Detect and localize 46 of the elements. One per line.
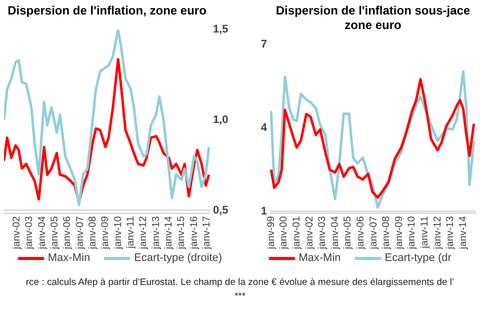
x-tick-label: janv-09 bbox=[394, 216, 405, 250]
x-tick-label: janv-06 bbox=[355, 216, 366, 250]
x-tick-label: janv-13 bbox=[150, 216, 162, 250]
y-tick-label: 4 bbox=[260, 122, 268, 134]
x-tick-label: janv-10 bbox=[112, 216, 124, 250]
x-tick-label: janv-13 bbox=[445, 216, 456, 250]
x-tick-label: janv-12 bbox=[138, 216, 150, 250]
x-tick-label: janv-06 bbox=[62, 216, 74, 250]
legend-label: Max-Min bbox=[298, 252, 341, 264]
x-tick-label: janv-02 bbox=[304, 216, 316, 250]
x-tick-label: janv-07 bbox=[74, 216, 86, 250]
x-tick-label: janv-15 bbox=[176, 216, 188, 250]
text: *** bbox=[233, 290, 247, 304]
x-tick-label: janv-07 bbox=[368, 216, 380, 250]
y2-tick-label: 1,0 bbox=[213, 114, 228, 126]
y2-tick-label: 1,5 bbox=[213, 24, 228, 36]
x-tick-label: janv-03 bbox=[24, 216, 36, 250]
x-tick-label: janv-08 bbox=[381, 216, 392, 250]
x-tick-label: janv-09 bbox=[100, 216, 112, 250]
x-tick-label: janv-01 bbox=[291, 216, 302, 250]
x-tick-label: janv-12 bbox=[432, 216, 444, 250]
x-tick-label: janv-05 bbox=[49, 216, 60, 250]
legend-label: Ecart-type (dr bbox=[384, 252, 452, 264]
text: rce : calculs Afep à partir d’Eurostat. Le champ de la zone € évolue à mesure des élargissements de l’ bbox=[24, 276, 456, 290]
x-tick-label: janv-99 bbox=[266, 216, 277, 250]
x-tick-label: janv-04 bbox=[36, 216, 48, 250]
x-tick-label: janv-17 bbox=[202, 216, 213, 250]
legend-label: Max-Min bbox=[48, 252, 90, 264]
x-tick-label: janv-11 bbox=[420, 216, 431, 250]
y2-tick-label: 0,5 bbox=[213, 204, 228, 217]
legend-label: Ecart-type (droite) bbox=[134, 252, 222, 264]
x-tick-label: janv-04 bbox=[330, 216, 341, 250]
x-tick-label: janv-16 bbox=[188, 216, 200, 250]
x-tick-label: janv-08 bbox=[87, 216, 98, 250]
y-tick-label: 1 bbox=[260, 205, 267, 218]
x-tick-label: janv-02 bbox=[11, 216, 22, 250]
x-tick-label: janv-10 bbox=[406, 216, 418, 250]
x-tick-label: janv-03 bbox=[317, 216, 328, 250]
x-tick-label: janv-14 bbox=[164, 216, 175, 250]
chart-title: Dispersion de l'inflation sous-jace zone euro bbox=[276, 4, 470, 32]
x-tick-label: janv-00 bbox=[278, 216, 290, 250]
x-tick-label: janv-14 bbox=[458, 216, 469, 250]
chart-title: Dispersion de l'inflation, zone euro bbox=[8, 4, 206, 18]
y-tick-label: 7 bbox=[260, 38, 267, 50]
x-tick-label: janv-11 bbox=[126, 216, 137, 250]
x-tick-label: janv-05 bbox=[342, 216, 354, 250]
